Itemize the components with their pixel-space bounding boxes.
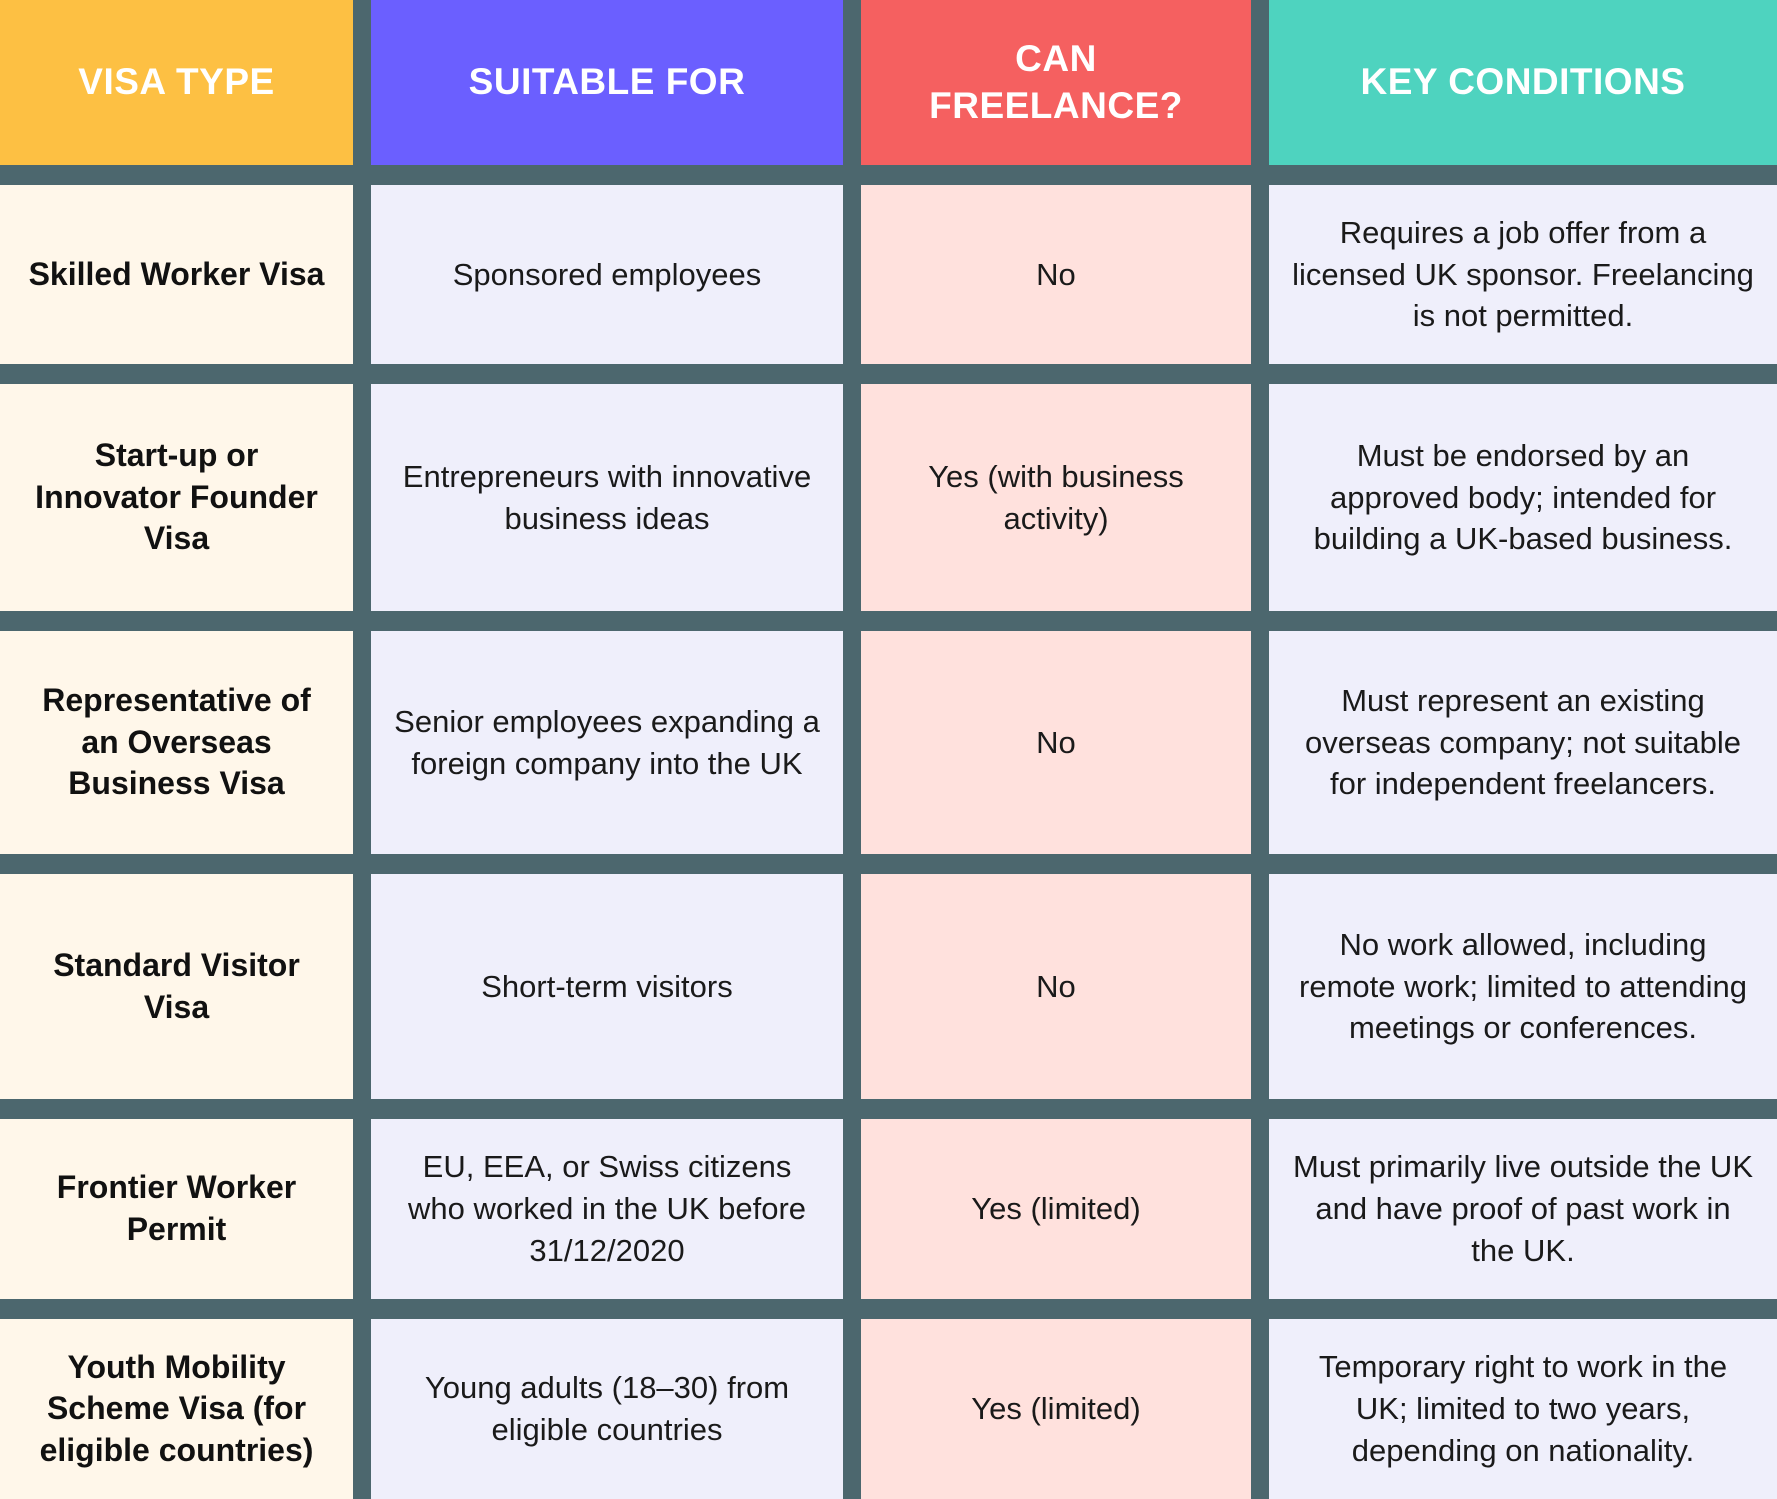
key-conditions-text: No work allowed, including remote work; … <box>1299 926 1747 1046</box>
suitable-for-text: Sponsored employees <box>452 256 762 292</box>
table-row-1-key-conditions: Requires a job offer from a licensed UK … <box>1269 185 1777 364</box>
key-conditions-text: Must represent an existing overseas comp… <box>1305 682 1741 802</box>
table-row-4-key-conditions: No work allowed, including remote work; … <box>1269 874 1777 1099</box>
table-row-4-suitable-for: Short-term visitors <box>371 874 843 1099</box>
table-row-3-visa-type: Representative of an Overseas Business V… <box>0 631 353 854</box>
column-header-visa-type: VISA TYPE <box>0 0 353 165</box>
table-row-3-key-conditions: Must represent an existing overseas comp… <box>1269 631 1777 854</box>
visa-name: Representative of an Overseas Business V… <box>42 682 311 802</box>
column-header-suitable-for: SUITABLE FOR <box>371 0 843 165</box>
column-header-visa-type-label: VISA TYPE <box>78 61 275 103</box>
table-row-6-can-freelance: Yes (limited) <box>861 1319 1251 1499</box>
table-row-2-suitable-for: Entrepreneurs with innovative business i… <box>371 384 843 611</box>
key-conditions-text: Requires a job offer from a licensed UK … <box>1292 214 1754 334</box>
column-header-can-freelance-label: CAN FREELANCE? <box>929 38 1183 126</box>
column-header-can-freelance: CAN FREELANCE? <box>861 0 1251 165</box>
column-header-key-conditions: KEY CONDITIONS <box>1269 0 1777 165</box>
key-conditions-text: Temporary right to work in the UK; limit… <box>1318 1349 1728 1468</box>
table-row-2-visa-type: Start-up or Innovator Founder Visa <box>0 384 353 611</box>
can-freelance-text: Yes (limited) <box>971 1191 1141 1227</box>
visa-name: Frontier Worker Permit <box>56 1169 297 1247</box>
column-header-suitable-for-label: SUITABLE FOR <box>468 61 746 103</box>
suitable-for-text: Senior employees expanding a foreign com… <box>394 703 820 781</box>
table-row-1-can-freelance: No <box>861 185 1251 364</box>
visa-name: Youth Mobility Scheme Visa (for eligible… <box>39 1348 314 1468</box>
suitable-for-text: Short-term visitors <box>481 968 733 1004</box>
table-row-1-suitable-for: Sponsored employees <box>371 185 843 364</box>
table-row-4-can-freelance: No <box>861 874 1251 1099</box>
key-conditions-text: Must be endorsed by an approved body; in… <box>1313 437 1733 557</box>
table-row-5-key-conditions: Must primarily live outside the UK and h… <box>1269 1119 1777 1299</box>
table-row-6-visa-type: Youth Mobility Scheme Visa (for eligible… <box>0 1319 353 1499</box>
can-freelance-text: No <box>1036 724 1076 760</box>
column-header-key-conditions-label: KEY CONDITIONS <box>1360 61 1686 103</box>
key-conditions-text: Must primarily live outside the UK and h… <box>1293 1149 1753 1268</box>
can-freelance-text: No <box>1036 968 1076 1004</box>
suitable-for-text: EU, EEA, or Swiss citizens who worked in… <box>407 1149 807 1268</box>
can-freelance-text: No <box>1036 256 1076 292</box>
can-freelance-text: Yes (with business activity) <box>928 458 1184 536</box>
can-freelance-text: Yes (limited) <box>971 1391 1141 1427</box>
visa-name: Standard Visitor Visa <box>53 946 300 1025</box>
table-row-6-suitable-for: Young adults (18–30) from eligible count… <box>371 1319 843 1499</box>
table-row-5-suitable-for: EU, EEA, or Swiss citizens who worked in… <box>371 1119 843 1299</box>
visa-name: Skilled Worker Visa <box>28 255 325 292</box>
table-row-3-can-freelance: No <box>861 631 1251 854</box>
table-row-5-visa-type: Frontier Worker Permit <box>0 1119 353 1299</box>
table-row-6-key-conditions: Temporary right to work in the UK; limit… <box>1269 1319 1777 1499</box>
table-row-4-visa-type: Standard Visitor Visa <box>0 874 353 1099</box>
suitable-for-text: Young adults (18–30) from eligible count… <box>424 1370 790 1447</box>
table-row-2-key-conditions: Must be endorsed by an approved body; in… <box>1269 384 1777 611</box>
table-row-5-can-freelance: Yes (limited) <box>861 1119 1251 1299</box>
table-row-3-suitable-for: Senior employees expanding a foreign com… <box>371 631 843 854</box>
table-row-2-can-freelance: Yes (with business activity) <box>861 384 1251 611</box>
visa-name: Start-up or Innovator Founder Visa <box>35 437 318 557</box>
suitable-for-text: Entrepreneurs with innovative business i… <box>402 458 812 536</box>
table-row-1-visa-type: Skilled Worker Visa <box>0 185 353 364</box>
